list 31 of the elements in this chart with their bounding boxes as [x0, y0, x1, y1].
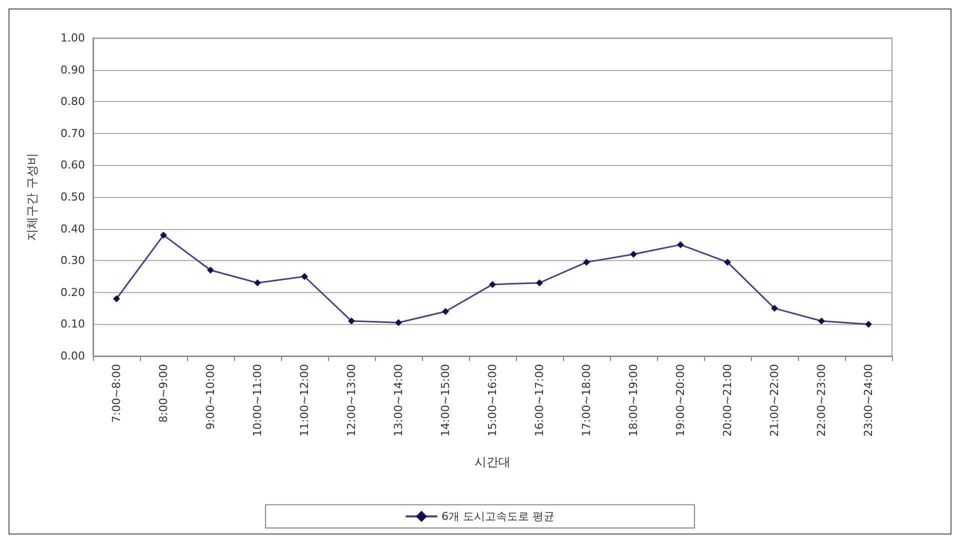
x-tick-label: 19:00~20:00: [674, 364, 687, 437]
x-tick-label: 13:00~14:00: [392, 364, 405, 437]
x-tick-label: 18:00~19:00: [627, 364, 640, 437]
y-axis-title: 지체구간 구성비: [25, 153, 39, 241]
x-tick-label: 20:00~21:00: [721, 364, 734, 437]
y-tick-label: 0.80: [60, 95, 85, 108]
x-tick-label: 7:00~8:00: [110, 364, 123, 423]
y-tick-label: 0.50: [60, 190, 85, 204]
x-axis-title: 시간대: [474, 455, 510, 469]
y-tick-label: 0.10: [60, 318, 85, 331]
x-tick-label: 12:00~13:00: [345, 364, 358, 437]
x-tick-label: 8:00~9:00: [157, 364, 170, 423]
y-tick-label: 0.60: [60, 158, 85, 172]
y-tick-label: 0.40: [60, 222, 85, 236]
x-tick-label: 15:00~16:00: [486, 364, 499, 437]
x-tick-label: 17:00~18:00: [580, 364, 593, 437]
y-tick-label: 1.00: [60, 32, 85, 44]
y-tick-label: 0.00: [60, 350, 85, 362]
legend-label: 6개 도시고속도로 평균: [442, 510, 555, 523]
x-tick-label: 23:00~24:00: [862, 364, 875, 437]
x-tick-label: 16:00~17:00: [533, 364, 546, 437]
y-tick-label: 0.30: [60, 254, 85, 268]
x-tick-label: 11:00~12:00: [298, 364, 311, 437]
x-tick-label: 22:00~23:00: [815, 364, 828, 437]
y-tick-label: 0.20: [60, 286, 85, 299]
y-tick-label: 0.90: [60, 63, 85, 76]
x-tick-label: 21:00~22:00: [768, 364, 781, 437]
x-tick-label: 10:00~11:00: [251, 364, 264, 437]
y-tick-label: 0.70: [60, 126, 85, 140]
x-tick-label: 14:00~15:00: [439, 364, 452, 437]
x-tick-label: 9:00~10:00: [204, 364, 217, 430]
